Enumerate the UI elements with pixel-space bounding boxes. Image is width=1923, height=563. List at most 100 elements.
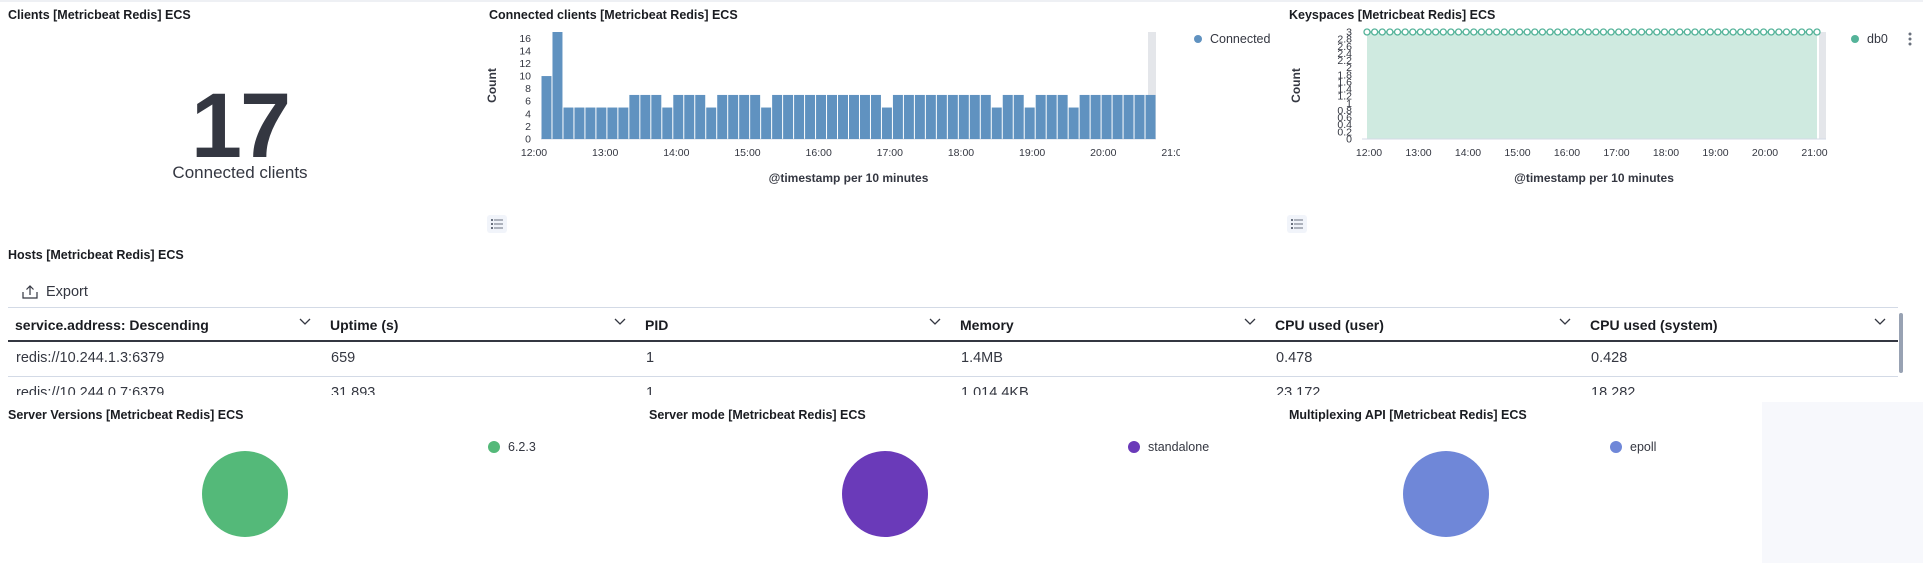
x-tick-label: 15:00 bbox=[1504, 147, 1530, 159]
data-point bbox=[1698, 28, 1707, 36]
bar bbox=[991, 107, 1002, 139]
legend-toggle-icon[interactable] bbox=[1287, 215, 1307, 233]
data-point bbox=[1508, 28, 1516, 36]
bar bbox=[574, 107, 585, 139]
x-tick-label: 12:00 bbox=[521, 147, 547, 159]
data-point bbox=[1523, 28, 1531, 36]
column-header-cpu-user[interactable]: CPU used (user) bbox=[1268, 308, 1583, 341]
table-cell: 1,014.4KB bbox=[961, 385, 1029, 395]
chevron-down-icon[interactable] bbox=[1244, 318, 1256, 326]
column-label: Uptime (s) bbox=[330, 317, 399, 333]
bar bbox=[563, 107, 574, 139]
server-mode-panel-title: Server mode [Metricbeat Redis] ECS bbox=[649, 408, 866, 422]
legend-db0-label: db0 bbox=[1867, 32, 1888, 46]
bar bbox=[936, 94, 947, 139]
y-axis-title: Count bbox=[1289, 68, 1303, 103]
bar bbox=[1145, 94, 1156, 139]
bar bbox=[761, 107, 772, 139]
bar bbox=[607, 107, 618, 139]
multiplexing-panel-title: Multiplexing API [Metricbeat Redis] ECS bbox=[1289, 408, 1527, 422]
data-point bbox=[1653, 28, 1661, 36]
data-point bbox=[1813, 28, 1821, 36]
bar bbox=[849, 94, 859, 139]
data-point bbox=[1485, 28, 1493, 36]
y-tick-label: 6 bbox=[525, 96, 531, 108]
x-tick-label: 17:00 bbox=[1603, 147, 1629, 159]
legend-db0[interactable]: db0 bbox=[1851, 32, 1888, 46]
data-point bbox=[1759, 28, 1768, 36]
bar bbox=[585, 107, 596, 139]
bar bbox=[695, 94, 706, 139]
x-tick-label: 13:00 bbox=[1405, 147, 1431, 159]
data-point bbox=[1729, 28, 1737, 36]
bar bbox=[925, 94, 936, 139]
y-tick-label: 2.4 bbox=[1337, 48, 1352, 60]
y-tick-label: 2 bbox=[1346, 62, 1352, 74]
server-mode-pie-slice[interactable] bbox=[842, 451, 928, 537]
column-header-cpu-system[interactable]: CPU used (system) bbox=[1583, 308, 1898, 341]
chart-cursor-band bbox=[1819, 32, 1826, 139]
server-versions-panel-title: Server Versions [Metricbeat Redis] ECS bbox=[8, 408, 244, 422]
table-cell: 1 bbox=[646, 385, 655, 395]
bar bbox=[541, 76, 552, 139]
chevron-down-icon[interactable] bbox=[299, 318, 311, 326]
y-tick-label: 1 bbox=[1346, 98, 1352, 110]
y-tick-label: 2 bbox=[525, 121, 531, 133]
data-point bbox=[1683, 28, 1691, 36]
bar bbox=[892, 94, 903, 139]
chevron-down-icon[interactable] bbox=[1559, 318, 1571, 326]
column-label: Memory bbox=[960, 317, 1014, 333]
column-header-uptime[interactable]: Uptime (s) bbox=[323, 308, 638, 341]
table-cell: 1 bbox=[646, 350, 655, 366]
y-tick-label: 14 bbox=[519, 45, 531, 57]
panel-options-icon[interactable] bbox=[1908, 32, 1912, 46]
bar bbox=[750, 94, 761, 139]
data-point bbox=[1370, 28, 1379, 36]
table-cell: 18.282 bbox=[1591, 385, 1636, 395]
y-tick-label: 0 bbox=[525, 134, 531, 146]
legend-connected[interactable]: Connected bbox=[1194, 32, 1270, 46]
data-point bbox=[1554, 28, 1562, 36]
hosts-table: service.address: Descending Uptime (s) P… bbox=[8, 307, 1898, 395]
chevron-down-icon[interactable] bbox=[1874, 318, 1886, 326]
bar bbox=[1013, 94, 1024, 139]
y-tick-label: 0.8 bbox=[1337, 105, 1352, 117]
y-tick-label: 1.2 bbox=[1337, 91, 1352, 103]
data-point bbox=[1363, 28, 1371, 36]
data-point bbox=[1645, 28, 1653, 36]
data-point bbox=[1538, 28, 1547, 36]
data-point bbox=[1493, 28, 1501, 36]
data-point bbox=[1737, 28, 1745, 36]
legend-toggle-icon[interactable] bbox=[487, 215, 507, 233]
data-point bbox=[1798, 28, 1806, 36]
data-point bbox=[1424, 28, 1432, 36]
column-header-pid[interactable]: PID bbox=[638, 308, 953, 341]
bar bbox=[706, 107, 717, 139]
table-cell: 0.478 bbox=[1276, 350, 1313, 366]
table-cell: 1.4MB bbox=[961, 350, 1003, 366]
column-label: CPU used (user) bbox=[1275, 317, 1384, 333]
multiplexing-pie-slice[interactable] bbox=[1403, 451, 1489, 537]
legend-multiplexing-label: epoll bbox=[1630, 440, 1657, 454]
data-point bbox=[1500, 28, 1508, 36]
table-scrollbar[interactable] bbox=[1899, 313, 1903, 373]
bar bbox=[805, 94, 816, 139]
column-header-memory[interactable]: Memory bbox=[953, 308, 1268, 341]
chevron-down-icon[interactable] bbox=[929, 318, 941, 326]
data-point bbox=[1462, 28, 1470, 36]
data-point bbox=[1546, 28, 1554, 36]
column-header-service-address[interactable]: service.address: Descending bbox=[8, 308, 323, 341]
data-point bbox=[1752, 28, 1760, 36]
server-versions-pie-slice[interactable] bbox=[202, 451, 288, 537]
bar bbox=[783, 94, 794, 139]
data-point bbox=[1447, 28, 1455, 36]
hosts-panel-title: Hosts [Metricbeat Redis] ECS bbox=[8, 248, 184, 262]
legend-mode[interactable]: standalone bbox=[1128, 440, 1209, 454]
y-tick-label: 0.2 bbox=[1337, 126, 1352, 138]
chevron-down-icon[interactable] bbox=[614, 318, 626, 326]
export-button[interactable]: Export bbox=[22, 281, 88, 303]
legend-connected-label: Connected bbox=[1210, 32, 1271, 46]
legend-version-dot bbox=[488, 441, 500, 453]
legend-multiplexing[interactable]: epoll bbox=[1610, 440, 1656, 454]
legend-version[interactable]: 6.2.3 bbox=[488, 440, 536, 454]
